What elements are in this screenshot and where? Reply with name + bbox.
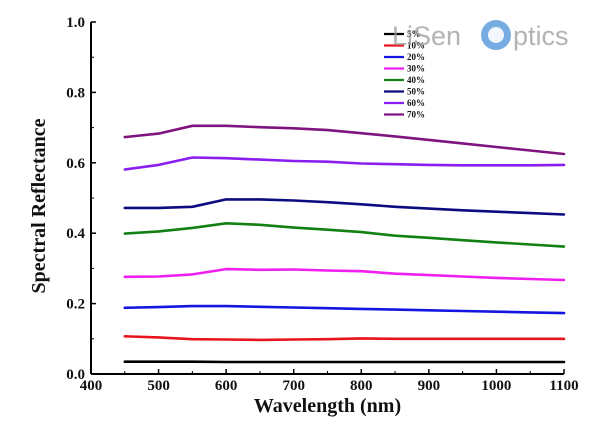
legend-label: 40%: [407, 75, 425, 85]
watermark-logo: LiSen ptics: [392, 20, 569, 51]
y-tick-label: 0.2: [66, 297, 85, 313]
legend-label: 5%: [407, 29, 421, 39]
axes: [90, 22, 564, 375]
series-line-20pct: [123, 304, 566, 315]
series-line-50pct: [123, 198, 566, 216]
legend-label: 50%: [407, 87, 425, 97]
x-axis-title: Wavelength (nm): [254, 395, 401, 417]
legend-label: 30%: [407, 64, 425, 74]
x-tick-label: 900: [418, 378, 441, 394]
y-tick-label: 0.8: [66, 85, 85, 101]
y-tick-label: 1.0: [66, 15, 85, 31]
y-tick-label: 0.6: [66, 156, 85, 172]
series-line-30pct: [123, 267, 566, 282]
x-tick-label: 1100: [549, 378, 578, 394]
legend-label: 20%: [407, 52, 425, 62]
series-line-60pct: [123, 156, 566, 171]
series-lines: [123, 124, 566, 364]
legend-label: 60%: [407, 98, 425, 108]
watermark-text-left: LiSen: [392, 21, 461, 51]
y-tick-label: 0.4: [66, 226, 85, 242]
x-tick-label: 700: [282, 378, 305, 394]
y-axis-title: Spectral Reflectance: [28, 118, 50, 293]
x-tick-label: 500: [147, 378, 170, 394]
x-tick-label: 1000: [481, 378, 511, 394]
x-tick-label: 400: [80, 378, 103, 394]
legend: 5% 10%20% 30%40% 50%60% 70%: [384, 29, 425, 120]
watermark-o-inner: [488, 27, 504, 43]
axis-ticks: 400 500 600 700 800 900 1000 1100 0.0 0.2 0.4 0.6 0.…: [66, 15, 578, 394]
legend-label: 70%: [407, 110, 425, 120]
x-tick-label: 600: [215, 378, 238, 394]
series-line-70pct: [123, 124, 566, 156]
legend-label: 10%: [407, 41, 425, 51]
series-line-40pct: [123, 222, 566, 248]
y-tick-label: 0.0: [66, 367, 85, 383]
series-line-10pct: [123, 334, 566, 342]
watermark-text-right: ptics: [513, 21, 569, 51]
x-tick-label: 800: [350, 378, 373, 394]
